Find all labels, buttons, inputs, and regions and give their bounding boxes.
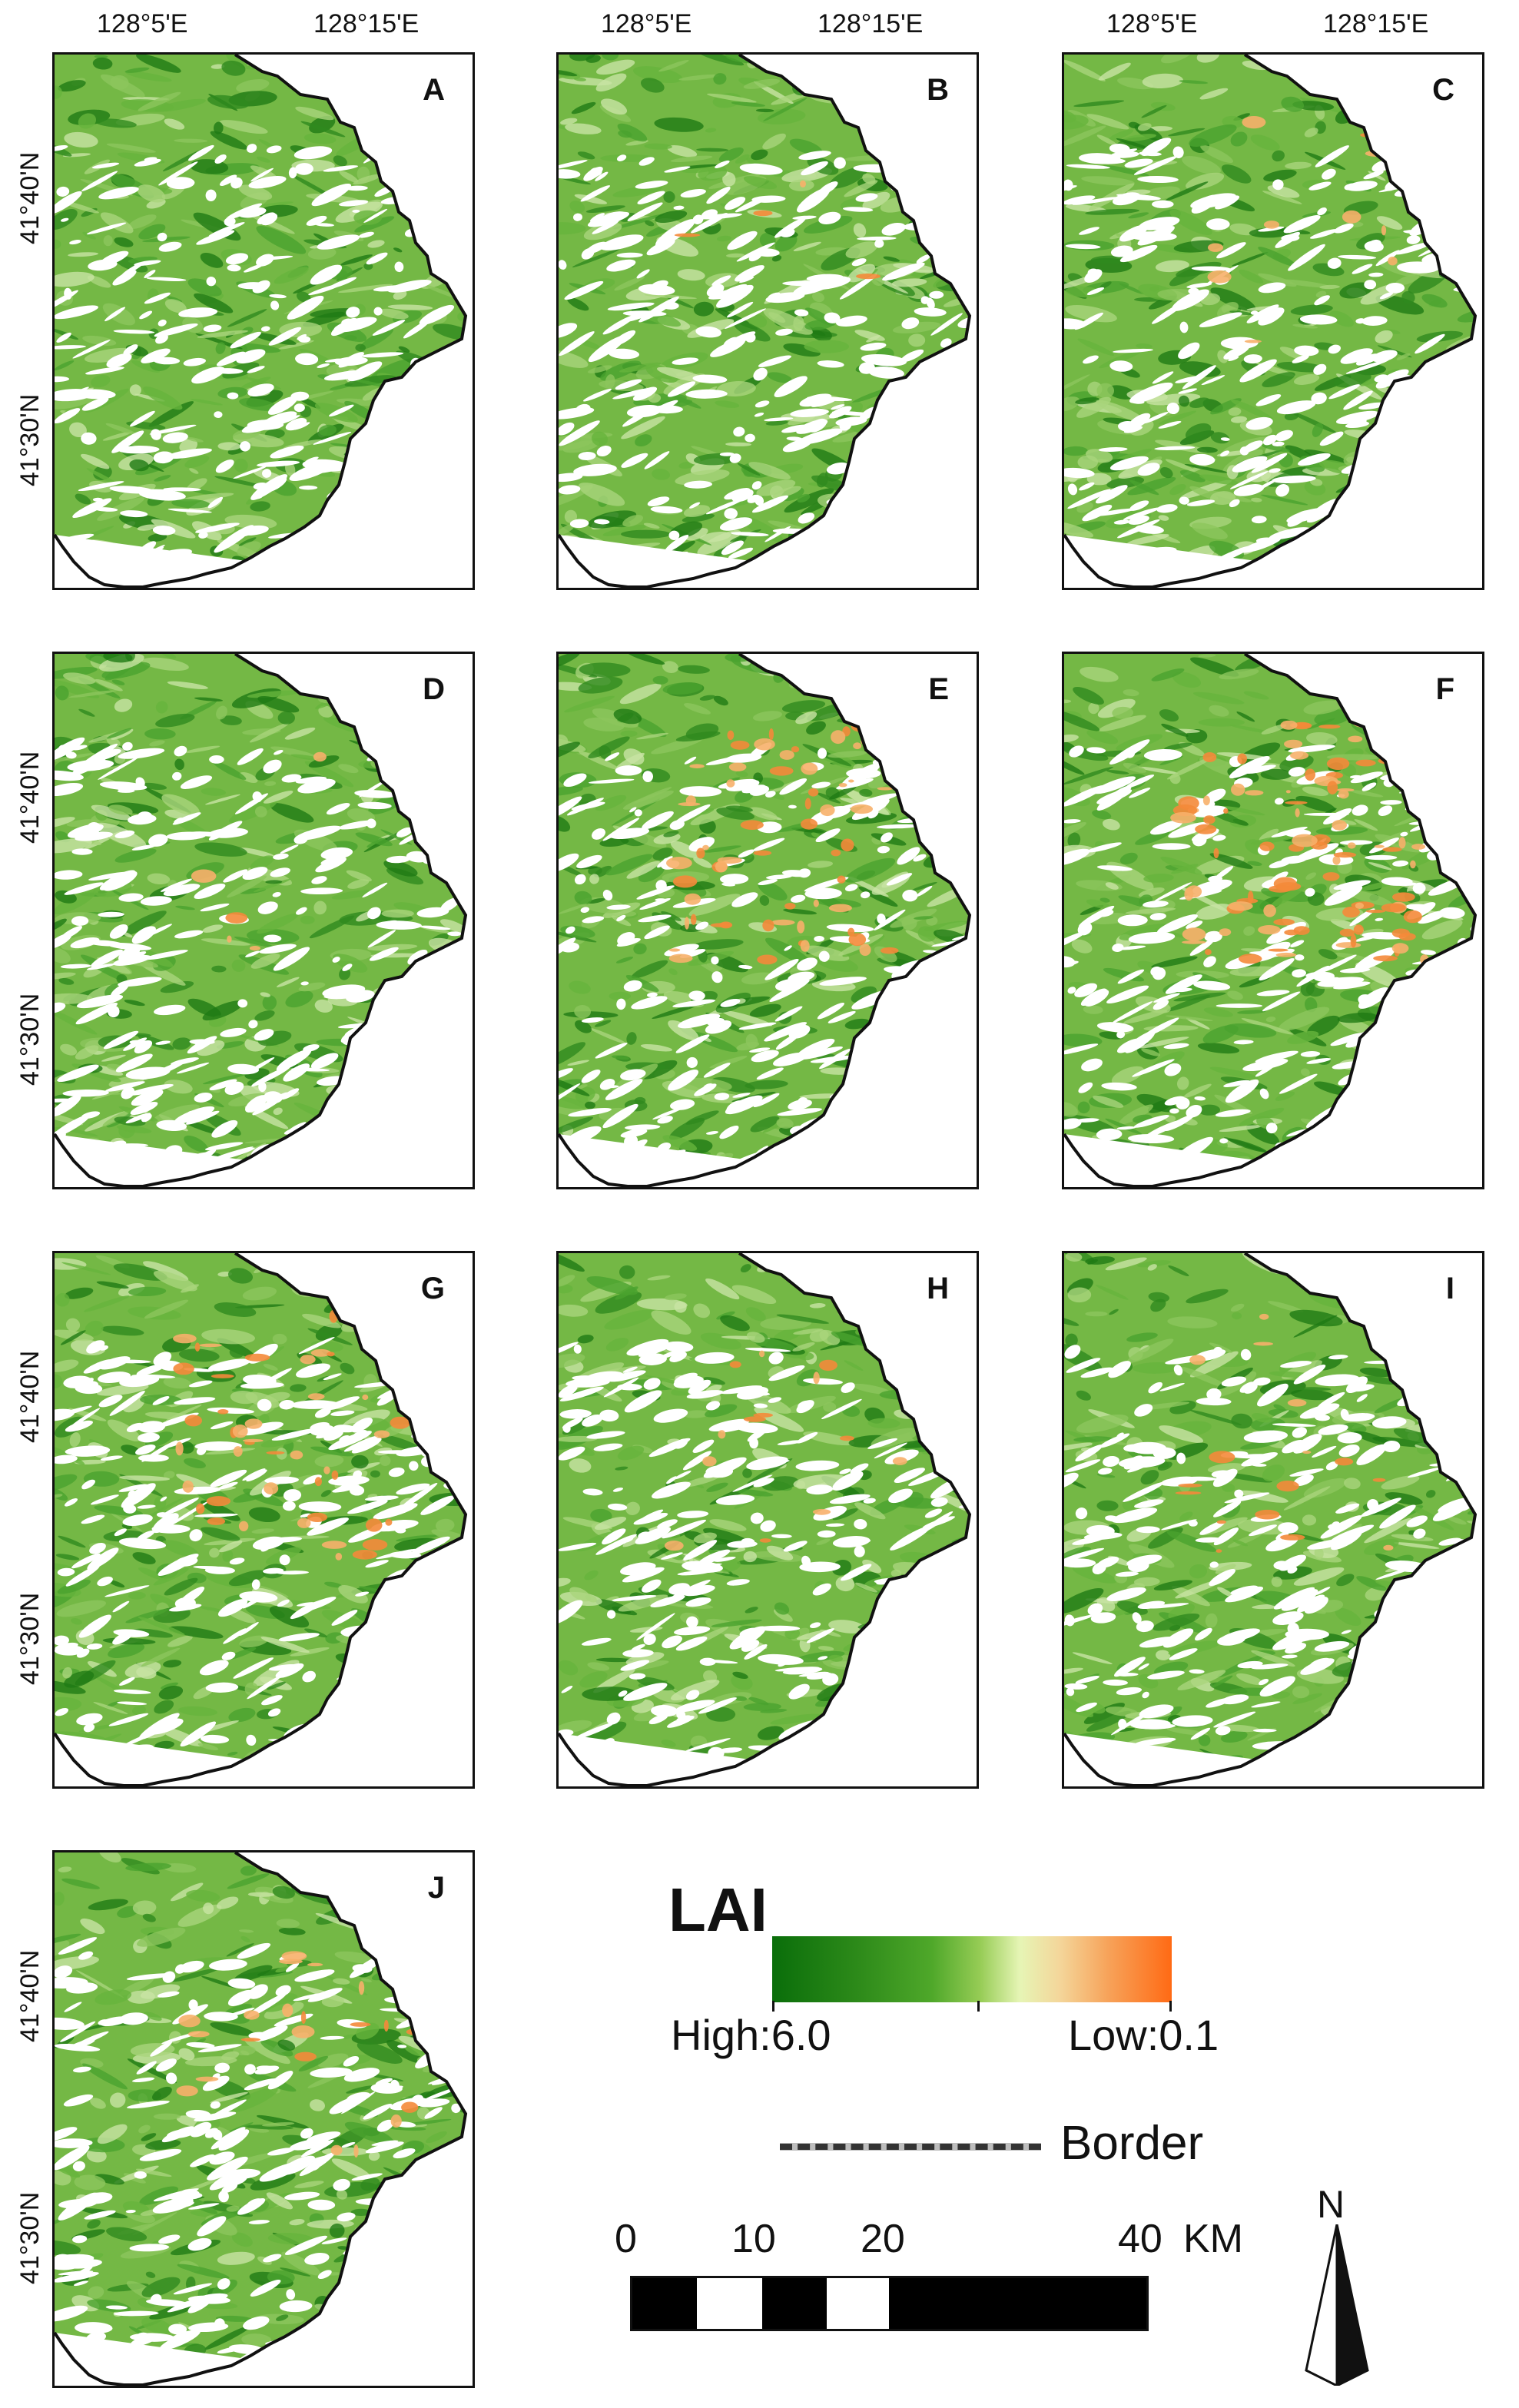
lai-raster [1064,1253,1482,1786]
border-line [559,1253,972,1786]
border-line [55,55,468,588]
border-line [55,1852,468,2386]
panel-letter: D [423,672,445,706]
longitude-label: 128°15'E [313,9,420,38]
latitude-label: 41°30'N [15,993,45,1086]
map-panel-g: G [52,1251,475,1789]
lai-raster [559,654,977,1187]
map-panel-i: I [1062,1251,1484,1789]
legend-color-ramp [772,1936,1172,2002]
map-panel-b: B [556,52,979,590]
legend-low-label: Low:0.1 [1068,2011,1219,2059]
longitude-label: 128°5'E [601,9,692,38]
border-line [1064,654,1478,1187]
panel-letter: H [927,1272,949,1305]
lai-raster [55,1253,473,1786]
legend-tick [977,2001,980,2012]
panel-letter: B [927,73,949,107]
map-panel-h: H [556,1251,979,1789]
legend-high-label: High:6.0 [671,2011,831,2059]
scale-segment [889,2278,1146,2329]
legend-tick [772,2001,774,2012]
map-panel-d: D [52,652,475,1189]
panel-letter: F [1435,672,1454,706]
panel-letter: G [420,1272,445,1305]
legend-tick [1169,2001,1172,2012]
border-line [55,1253,468,1786]
scale-segment [826,2278,890,2329]
panel-letter: C [1432,73,1454,107]
scale-unit: KM [1183,2217,1243,2261]
longitude-label: 128°15'E [1323,9,1429,38]
latitude-label: 41°40'N [15,151,45,244]
lai-raster [559,55,977,588]
lai-raster [1064,55,1482,588]
border-line [55,654,468,1187]
lai-raster [55,55,473,588]
north-label: N [1317,2183,1345,2226]
border-legend-label: Border [1060,2117,1204,2170]
map-panel-j: J [52,1850,475,2388]
border-line [1064,1253,1478,1786]
latitude-label: 41°30'N [15,393,45,486]
panel-letter: A [423,73,445,107]
scale-segment [632,2278,698,2329]
longitude-label: 128°5'E [1106,9,1198,38]
lai-raster [1064,654,1482,1187]
border-line [559,654,972,1187]
scale-segment [761,2278,827,2329]
map-panel-a: A [52,52,475,590]
border-legend-dash [780,2144,1041,2150]
longitude-label: 128°15'E [818,9,924,38]
latitude-label: 41°40'N [15,1350,45,1443]
scale-segment [697,2278,762,2329]
border-line [559,55,972,588]
map-panel-c: C [1062,52,1484,590]
lai-raster [559,1253,977,1786]
panel-letter: E [928,672,949,706]
scale-label-0: 0 [615,2217,637,2261]
north-arrow-icon [1305,2224,1369,2386]
latitude-label: 41°40'N [15,1949,45,2042]
map-panel-e: E [556,652,979,1189]
lai-raster [55,1852,473,2386]
latitude-label: 41°30'N [15,1592,45,1685]
panel-letter: I [1445,1272,1454,1305]
map-panel-f: F [1062,652,1484,1189]
scale-label-40: 40 [1118,2217,1162,2261]
panel-letter: J [427,1871,445,1905]
legend-title: LAI [668,1876,768,1944]
scale-label-20: 20 [861,2217,905,2261]
latitude-label: 41°40'N [15,751,45,844]
lai-raster [55,654,473,1187]
longitude-label: 128°5'E [97,9,188,38]
scale-bar [630,2276,1149,2331]
border-line [1064,55,1478,588]
latitude-label: 41°30'N [15,2191,45,2284]
scale-label-10: 10 [731,2217,776,2261]
